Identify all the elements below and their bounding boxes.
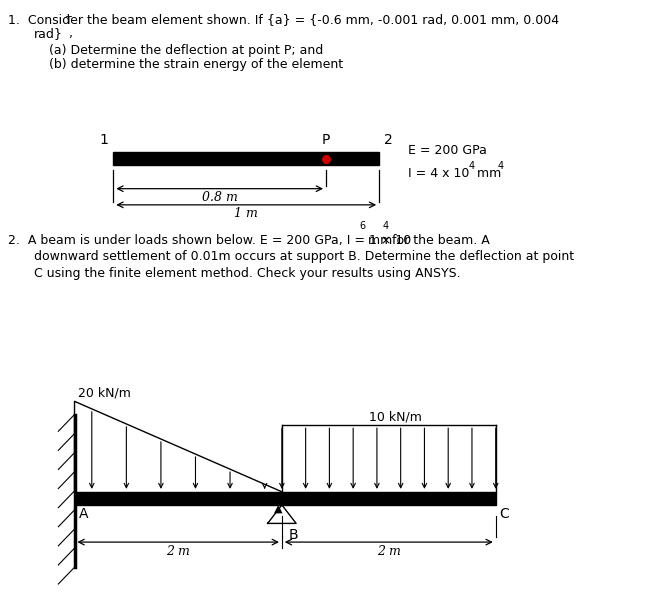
Text: C: C: [500, 507, 509, 521]
Text: (a) Determine the deflection at point P; and: (a) Determine the deflection at point P;…: [49, 44, 323, 58]
Text: mm: mm: [364, 234, 393, 247]
Text: ,: ,: [69, 27, 73, 40]
Text: A: A: [78, 507, 88, 521]
Text: rad}: rad}: [34, 27, 63, 40]
Text: 10 kN/m: 10 kN/m: [369, 410, 422, 423]
Text: I = 4 x 10: I = 4 x 10: [408, 167, 470, 180]
Text: 2: 2: [384, 133, 393, 147]
Text: 2 m: 2 m: [377, 545, 400, 558]
Text: 1.  Consider the beam element shown. If {a} = {-0.6 mm, -0.001 rad, 0.001 mm, 0.: 1. Consider the beam element shown. If {…: [8, 13, 559, 26]
Text: (b) determine the strain energy of the element: (b) determine the strain energy of the e…: [49, 58, 343, 71]
Text: 1 m: 1 m: [235, 207, 258, 220]
Bar: [113, 152, 379, 165]
Bar: [75, 492, 496, 505]
Text: T: T: [65, 16, 71, 26]
Text: 4: 4: [383, 222, 389, 231]
Text: 4: 4: [469, 161, 474, 171]
Text: downward settlement of 0.01m occurs at support B. Determine the deflection at po: downward settlement of 0.01m occurs at s…: [34, 250, 574, 264]
Text: 4: 4: [498, 161, 503, 171]
Text: 2 m: 2 m: [167, 545, 190, 558]
Text: E = 200 GPa: E = 200 GPa: [408, 144, 487, 158]
Text: C using the finite element method. Check your results using ANSYS.: C using the finite element method. Check…: [34, 267, 460, 280]
Text: 20 kN/m: 20 kN/m: [78, 386, 131, 400]
Text: mm: mm: [473, 167, 502, 180]
Text: B: B: [288, 528, 298, 541]
Text: P: P: [322, 133, 330, 147]
Text: for the beam. A: for the beam. A: [388, 234, 489, 247]
Text: ▲: ▲: [274, 503, 283, 513]
Text: 6: 6: [360, 222, 365, 231]
Text: 2.  A beam is under loads shown below. E = 200 GPa, I = 1 × 10: 2. A beam is under loads shown below. E …: [8, 234, 411, 247]
Text: 0.8 m: 0.8 m: [202, 191, 238, 204]
Text: 1: 1: [99, 133, 108, 147]
